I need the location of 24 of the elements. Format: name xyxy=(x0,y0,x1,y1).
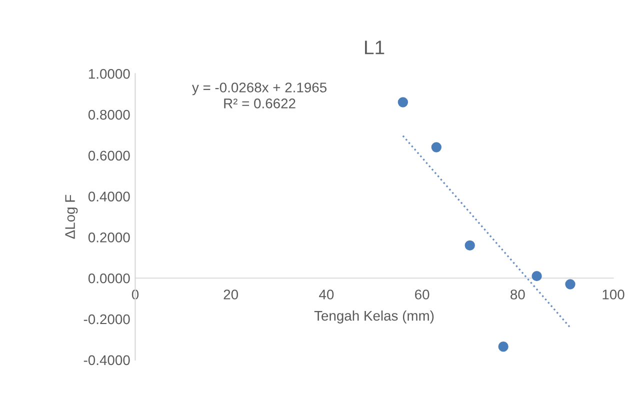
x-tick-label: 40 xyxy=(319,290,334,300)
x-tick-label: 20 xyxy=(224,290,238,300)
chart-title: L1 xyxy=(365,40,384,54)
y-tick-label: 0.4000 xyxy=(88,192,130,202)
y-tick-label: 0.2000 xyxy=(88,232,130,242)
point xyxy=(431,142,442,152)
y-tick-label: -0.4000 xyxy=(84,355,130,366)
point xyxy=(498,342,508,352)
annotation: y = -0.0268x + 2.1965 R² = 0.6622 xyxy=(192,82,327,108)
point xyxy=(464,240,475,250)
x-axis-title: Tengah Kelas (mm) xyxy=(314,310,434,324)
point xyxy=(532,270,542,282)
x-tick-label: 60 xyxy=(415,290,430,300)
y-axis-title: ΔLog F xyxy=(65,194,78,239)
x-tick-label: 80 xyxy=(510,290,525,300)
x-tick-label: 0 xyxy=(132,290,139,300)
x-tick-label: 100 xyxy=(602,290,624,300)
y-tick-label: 1.0000 xyxy=(88,68,130,79)
point xyxy=(565,279,576,290)
y-tick-label: 0.8000 xyxy=(88,110,130,120)
y-tick-label: 0.0000 xyxy=(88,273,130,284)
y-tick-label: 0.6000 xyxy=(88,150,130,161)
y-tick-label: -0.2000 xyxy=(84,314,130,324)
point xyxy=(398,97,408,108)
